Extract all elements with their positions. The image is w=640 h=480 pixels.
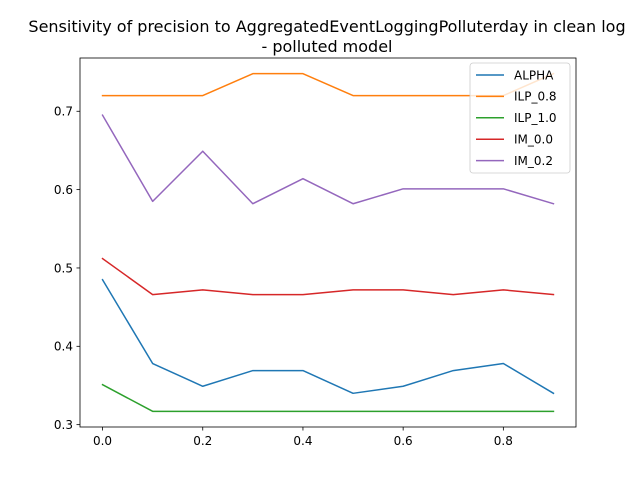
chart-title: Sensitivity of precision to AggregatedEv… (28, 17, 625, 56)
x-tick-label: 0.6 (394, 434, 413, 448)
y-tick-label: 0.7 (54, 105, 73, 119)
chart-title-line-1: Sensitivity of precision to AggregatedEv… (28, 17, 625, 36)
x-tick-label: 0.8 (494, 434, 513, 448)
series-line-alpha (101, 278, 555, 395)
y-tick-label: 0.5 (54, 261, 73, 275)
legend-label: IM_0.2 (514, 154, 553, 168)
x-tick-label: 0.4 (293, 434, 312, 448)
axes-layer: 0.0 0.2 0.4 0.6 0.8 0.3 0.4 0.5 0.6 0.7 (54, 57, 577, 448)
series-line-ilp-1-0 (101, 383, 555, 413)
legend-frame (469, 62, 571, 174)
series-line-im-0-0 (101, 257, 555, 296)
y-tick-label: 0.6 (54, 183, 73, 197)
x-tick-label: 0.2 (193, 434, 212, 448)
legend-label: ILP_1.0 (514, 111, 557, 125)
y-tick-label: 0.4 (54, 340, 73, 354)
legend-label: ALPHA (514, 68, 554, 82)
legend: ALPHA ILP_0.8 ILP_1.0 IM_0.0 IM_0.2 (469, 62, 571, 174)
y-tick-label: 0.3 (54, 418, 73, 432)
axes-frame (79, 57, 577, 428)
legend-label: ILP_0.8 (514, 90, 557, 104)
legend-label: IM_0.0 (514, 133, 553, 147)
x-tick-label: 0.0 (93, 434, 112, 448)
chart-title-line-2: - polluted model (261, 37, 392, 56)
series-line-im-0-2 (101, 114, 555, 205)
